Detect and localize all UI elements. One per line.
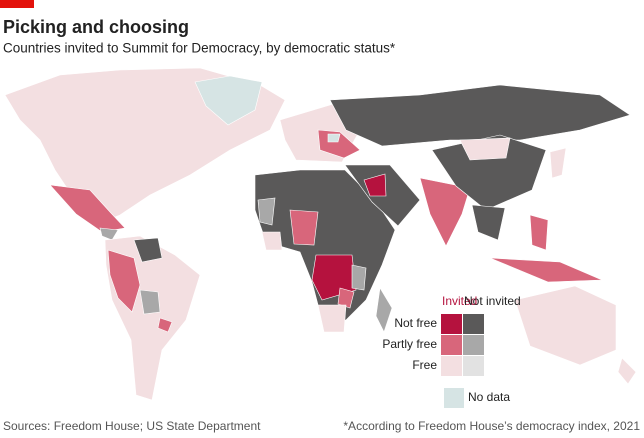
title: Picking and choosing (3, 17, 189, 37)
legend-swatch (463, 314, 484, 334)
legend-column: Not invited (464, 294, 521, 308)
legend-swatch (441, 356, 462, 376)
source: Sources: Freedom House; US State Departm… (3, 419, 261, 433)
legend-row: Not free (394, 316, 437, 330)
footnote: *According to Freedom House’s democracy … (343, 419, 640, 433)
legend-swatch (441, 314, 462, 334)
legend-swatch (441, 335, 462, 355)
legend: Invited Not invited Not free Partly free… (382, 294, 521, 408)
legend-row: Free (412, 358, 437, 372)
brand-bar (0, 0, 34, 8)
subtitle: Countries invited to Summit for Democrac… (3, 41, 396, 56)
legend-column: Invited (442, 294, 477, 308)
legend-swatch (463, 356, 484, 376)
legend-swatch (463, 335, 484, 355)
legend-no-data: No data (468, 390, 510, 404)
world-map (4, 67, 637, 401)
legend-row: Partly free (382, 337, 437, 351)
legend-swatch (444, 388, 464, 408)
